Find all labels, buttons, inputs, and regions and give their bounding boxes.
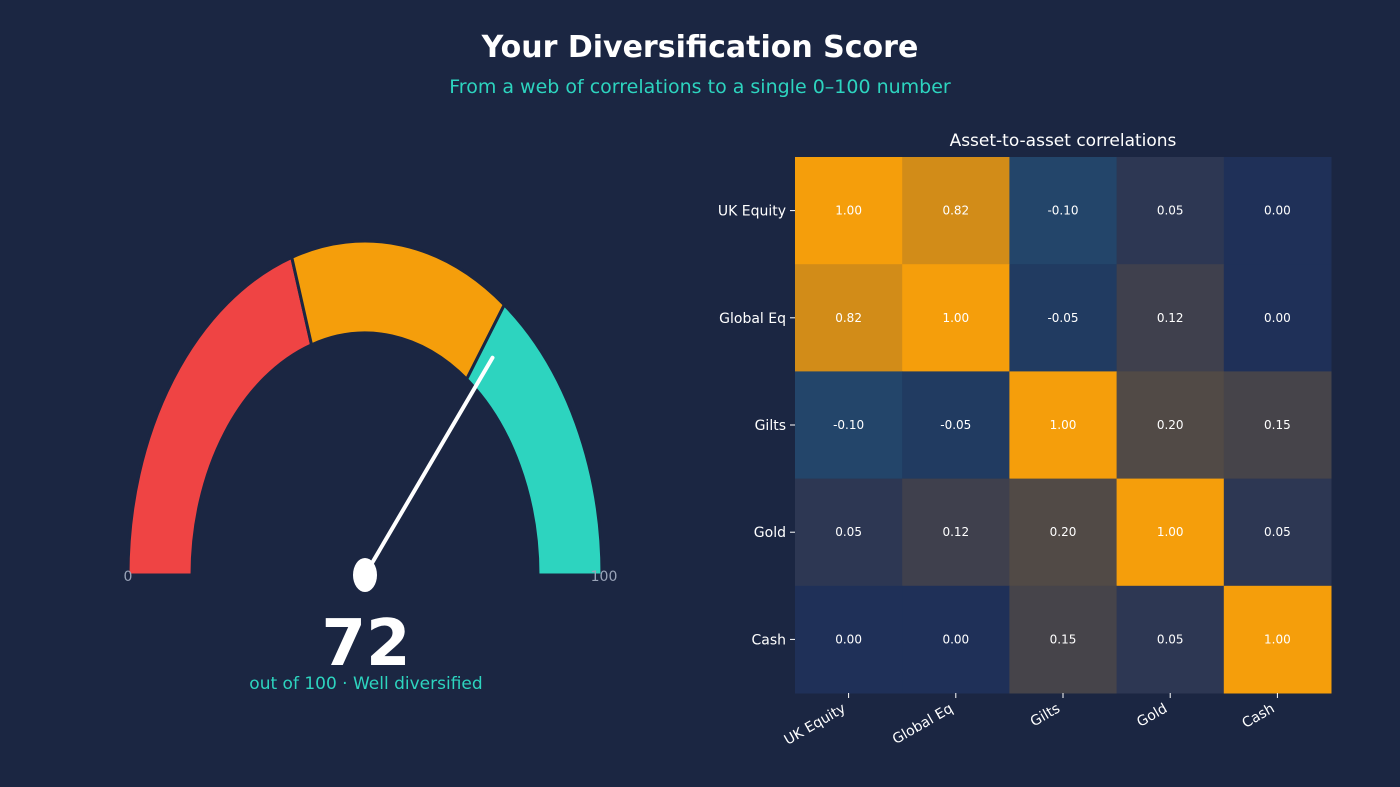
heatmap-cell: [1009, 585, 1118, 694]
heatmap-cell: [1116, 157, 1225, 265]
heatmap-cell: [902, 478, 1010, 587]
row-label: Gold: [754, 525, 786, 541]
heatmap-cell-label: 0.00: [835, 632, 862, 646]
heatmap-cell: [1116, 585, 1225, 694]
gauge-needle: [363, 355, 495, 577]
heatmap-cell: [902, 157, 1010, 265]
col-label: Global Eq: [890, 701, 956, 748]
heatmap-cell-label: 0.00: [1264, 204, 1291, 218]
heatmap-cell-label: 0.00: [942, 632, 969, 646]
heatmap-cell-label: 0.12: [1157, 311, 1184, 325]
heatmap-cell-label: -0.05: [940, 418, 971, 432]
heatmap-cell-label: 0.12: [942, 525, 969, 539]
heatmap-cell: [1223, 478, 1332, 587]
gauge-min-label: 0: [124, 569, 133, 585]
heatmap-cell: [1223, 157, 1332, 265]
heatmap-cell-label: -0.05: [1047, 311, 1078, 325]
heatmap-cell-label: -0.10: [833, 418, 864, 432]
col-label: Cash: [1239, 701, 1277, 732]
heatmap-cell: [902, 585, 1010, 694]
heatmap-cell-label: 0.05: [1157, 204, 1184, 218]
heatmap-cell-label: 1.00: [1264, 632, 1291, 646]
heatmap-cell-label: 1.00: [942, 311, 969, 325]
heatmap-cell-label: 1.00: [835, 204, 862, 218]
row-label: Gilts: [755, 418, 786, 434]
heatmap-cell: [795, 585, 903, 694]
heatmap-cell: [795, 157, 903, 265]
heatmap-cell: [1116, 264, 1225, 372]
heatmap-cell-label: 0.15: [1264, 418, 1291, 432]
heatmap-cell-label: 0.00: [1264, 311, 1291, 325]
row-label: UK Equity: [718, 204, 786, 220]
heatmap-cell-label: 0.20: [1157, 418, 1184, 432]
score-value: 72: [321, 607, 411, 681]
gauge-chart: 0 100: [124, 239, 618, 592]
heatmap-cell-label: 0.05: [835, 525, 862, 539]
heatmap-cell: [1116, 371, 1225, 480]
score-caption: out of 100 · Well diversified: [249, 674, 483, 694]
heatmap-cell-label: 0.82: [835, 311, 862, 325]
heatmap-cell: [902, 371, 1010, 480]
page-subtitle: From a web of correlations to a single 0…: [449, 76, 951, 98]
row-label: Global Eq: [719, 311, 786, 327]
heatmap-cell-label: 0.15: [1050, 632, 1077, 646]
heatmap-cell-label: -0.10: [1047, 204, 1078, 218]
heatmap-cell: [1009, 478, 1118, 587]
gauge-needle-hub: [353, 558, 377, 592]
gauge-band-3: [464, 302, 604, 577]
heatmap-cell: [795, 264, 903, 372]
heatmap-cell: [1009, 371, 1118, 480]
heatmap-cell-label: 0.05: [1157, 632, 1184, 646]
col-label: UK Equity: [782, 701, 849, 749]
heatmap-cell: [795, 478, 903, 587]
heatmap-cell: [1223, 371, 1332, 480]
heatmap-cell-label: 0.05: [1264, 525, 1291, 539]
heatmap-cell-label: 1.00: [1157, 525, 1184, 539]
heatmap-cell: [795, 371, 903, 480]
col-label: Gold: [1134, 701, 1170, 731]
heatmap-cell: [1116, 478, 1225, 587]
page-title: Your Diversification Score: [481, 30, 919, 65]
heatmap-cell-label: 0.82: [942, 204, 969, 218]
heatmap-cell-label: 0.20: [1050, 525, 1077, 539]
heatmap-cell-label: 1.00: [1050, 418, 1077, 432]
row-label: Cash: [751, 632, 786, 648]
heatmap-cell: [1009, 157, 1118, 265]
heatmap-cell: [902, 264, 1010, 372]
heatmap-cell: [1223, 264, 1332, 372]
gauge-max-label: 100: [591, 569, 618, 585]
heatmap-cell: [1009, 264, 1118, 372]
heatmap-cell: [1223, 585, 1332, 694]
col-label: Gilts: [1028, 701, 1063, 731]
heatmap-title: Asset-to-asset correlations: [950, 131, 1177, 151]
